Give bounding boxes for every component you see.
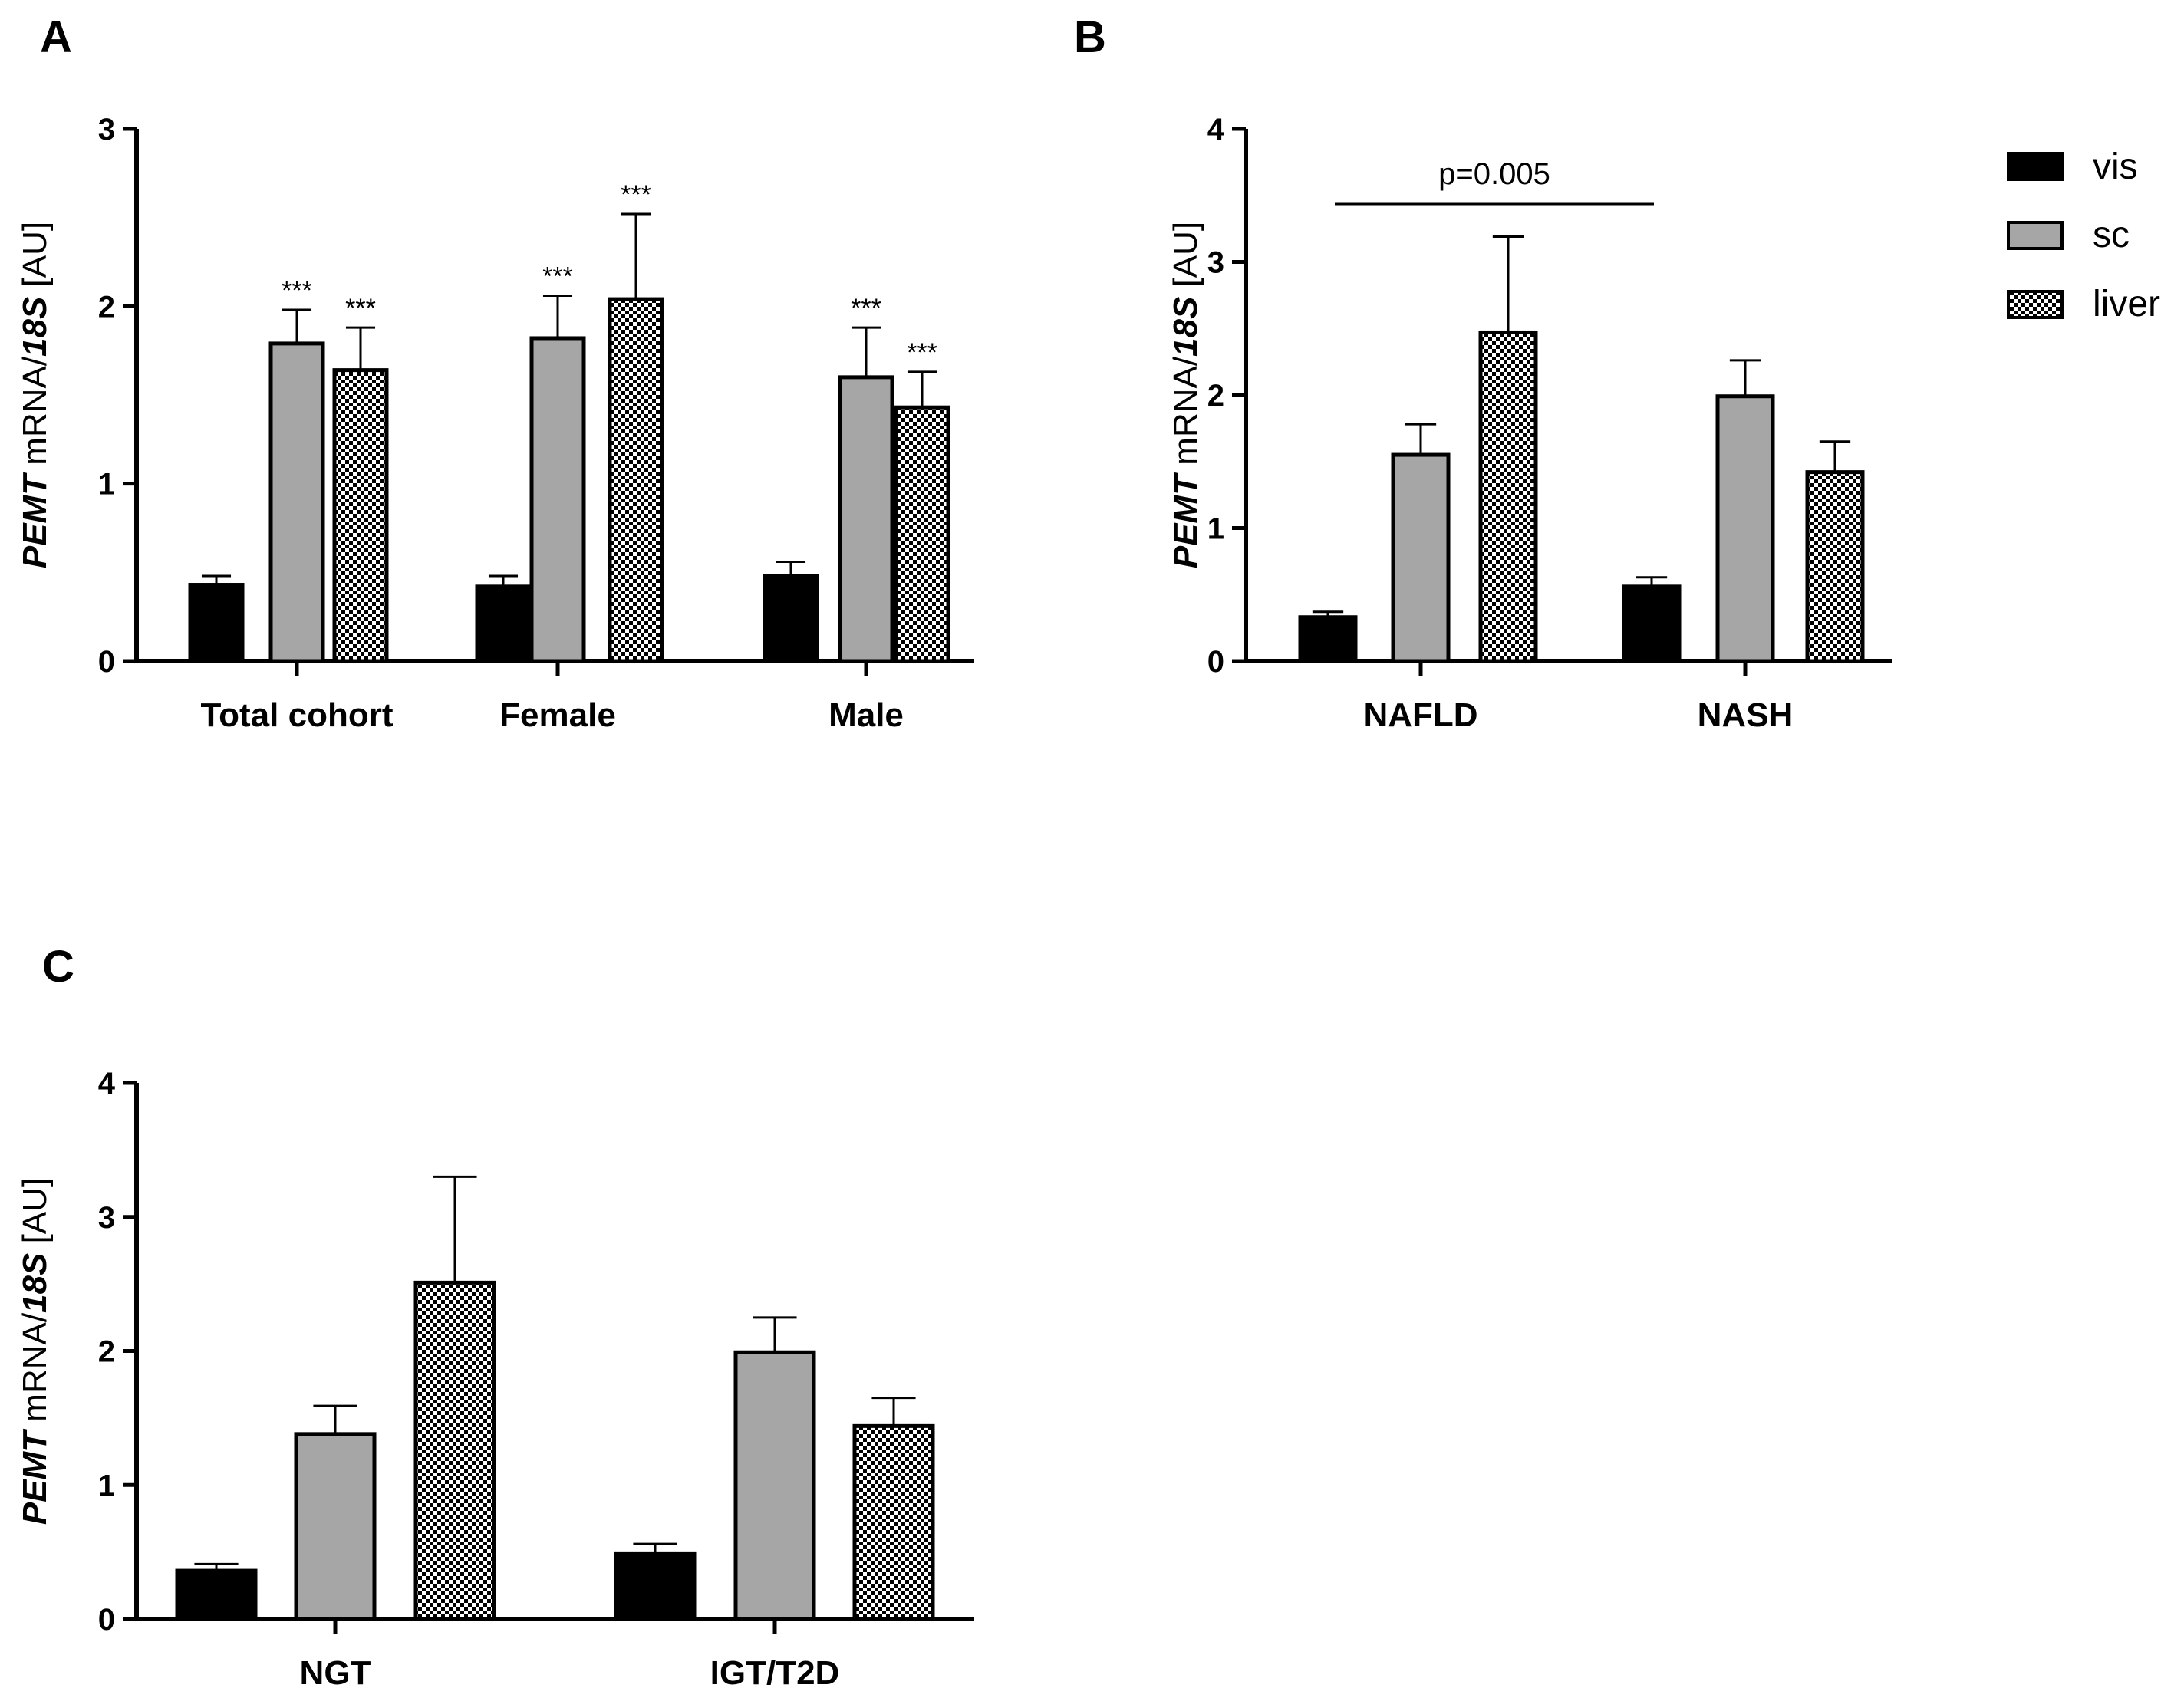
bar-vis: [188, 583, 245, 663]
bar-sc: [268, 341, 325, 663]
panel-label-c: C: [42, 942, 74, 992]
bar-liver: [1805, 470, 1865, 663]
chart-panel-c: 0 1 2 3 4 PEMT mRNA/18S [AU] NGT IGT/T2D: [16, 1067, 974, 1692]
bar-sc: [838, 375, 894, 663]
x-category-label: NGT: [300, 1654, 371, 1692]
bar-sc: [529, 336, 586, 663]
x-category-label: NASH: [1698, 696, 1794, 734]
bar-vis: [763, 574, 819, 663]
bar-vis: [175, 1568, 258, 1621]
panel-label-b: B: [1074, 12, 1106, 62]
bar-vis: [1622, 584, 1682, 663]
y-tick-label: 0: [98, 645, 115, 679]
y-tick-label: 2: [98, 290, 115, 324]
x-category-label: Total cohort: [201, 696, 394, 734]
y-tick-label: 0: [1207, 645, 1224, 679]
y-tick-label: 3: [1207, 246, 1224, 280]
significance-label: ***: [345, 294, 376, 323]
x-category-label: IGT/T2D: [710, 1654, 840, 1692]
y-axis-label: PEMT mRNA/18S [AU]: [16, 1178, 54, 1525]
bar-sc: [1715, 394, 1775, 663]
bar-liver: [608, 297, 664, 663]
bar-liver: [413, 1280, 496, 1621]
y-tick-label: 2: [98, 1335, 115, 1369]
bar-liver: [852, 1423, 935, 1621]
legend-swatch-liver: [2007, 290, 2064, 319]
legend-swatch-vis: [2007, 152, 2064, 181]
x-category-label: NAFLD: [1363, 696, 1477, 734]
panel-label-a: A: [40, 12, 72, 62]
x-category-label: Female: [499, 696, 616, 734]
bar-sc: [1391, 452, 1451, 663]
legend-label-vis: vis: [2093, 146, 2138, 187]
significance-label: ***: [907, 338, 937, 367]
legend-label-liver: liver: [2093, 284, 2160, 324]
significance-label: ***: [851, 294, 881, 323]
legend: vis sc liver: [2007, 146, 2160, 324]
bar-vis: [1298, 615, 1358, 663]
x-category-label: Male: [828, 696, 904, 734]
legend-swatch-sc: [2007, 221, 2064, 250]
y-tick-label: 0: [98, 1603, 115, 1637]
bar-vis: [475, 584, 532, 663]
y-tick-label: 1: [1207, 512, 1224, 546]
significance-label: ***: [621, 180, 651, 209]
y-tick-label: 1: [98, 1469, 115, 1502]
y-axis-label: PEMT mRNA/18S [AU]: [16, 222, 54, 568]
bar-sc: [733, 1350, 816, 1621]
y-axis-label: PEMT mRNA/18S [AU]: [1167, 222, 1204, 568]
chart-panel-b: 0 1 2 3 4 PEMT mRNA/18S [AU] NAFLD NASH p=0.005: [1167, 113, 1892, 734]
y-tick-label: 2: [1207, 379, 1224, 413]
y-tick-label: 4: [1207, 113, 1225, 146]
bar-sc: [294, 1432, 377, 1621]
y-tick-label: 4: [98, 1067, 116, 1101]
y-tick-label: 1: [98, 468, 115, 502]
significance-label: ***: [542, 262, 573, 291]
bar-liver: [894, 405, 950, 663]
y-tick-label: 3: [98, 113, 115, 146]
bar-vis: [614, 1551, 697, 1621]
significance-label: ***: [282, 276, 312, 305]
bar-liver: [1478, 330, 1538, 663]
bar-liver: [332, 368, 389, 663]
chart-panel-a: 0 1 2 3 PEMT mRNA/18S [AU] Total cohort Female…: [16, 113, 974, 734]
legend-label-sc: sc: [2093, 215, 2130, 255]
p-value-label: p=0.005: [1438, 157, 1550, 191]
y-tick-label: 3: [98, 1201, 115, 1235]
